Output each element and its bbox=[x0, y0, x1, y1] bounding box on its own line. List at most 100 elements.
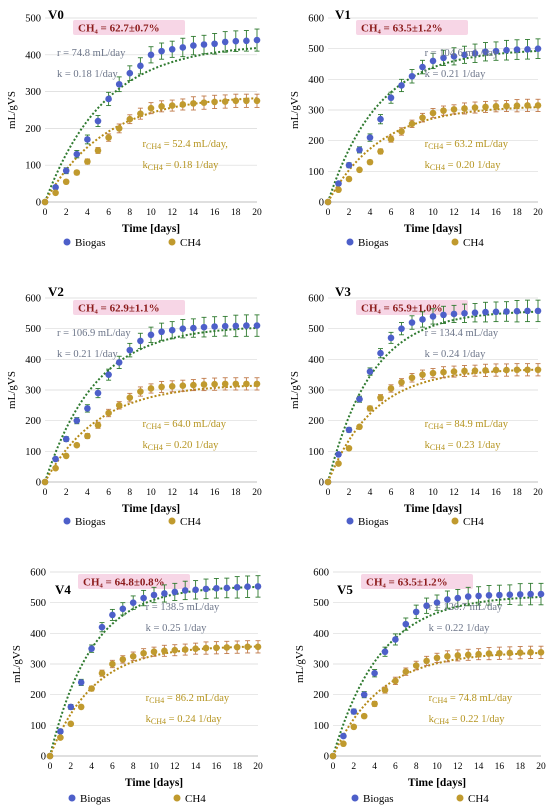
legend-ch4-marker bbox=[451, 238, 459, 246]
ch4-param-label: rCH4 = 52.4 mL/day, bbox=[143, 139, 228, 151]
biogas-point bbox=[387, 94, 395, 102]
ch4-point bbox=[105, 409, 112, 417]
biogas-point bbox=[377, 349, 384, 357]
ch4-point bbox=[243, 380, 250, 388]
x-tick-label: 10 bbox=[428, 208, 438, 218]
biogas-point bbox=[105, 95, 112, 103]
biogas-point bbox=[253, 36, 261, 44]
ch4-point bbox=[233, 643, 241, 651]
legend-ch4-label: CH4 bbox=[463, 516, 484, 528]
chart-title: V5 bbox=[337, 582, 353, 597]
biogas-point bbox=[513, 307, 521, 315]
biogas-point bbox=[115, 359, 123, 366]
y-tick-label: 300 bbox=[25, 87, 41, 98]
ch4-point bbox=[398, 128, 405, 135]
ch4-percent-label: CH₄ = 64.8±0.8% bbox=[83, 577, 165, 589]
biogas-point bbox=[356, 395, 363, 403]
ch4-point bbox=[471, 367, 479, 374]
x-axis-label: Time [days] bbox=[408, 777, 466, 789]
biogas-point bbox=[450, 310, 458, 318]
biogas-point bbox=[192, 586, 199, 594]
y-axis-label: mL/gVS bbox=[6, 371, 18, 409]
ch4-percent-label: CH₄ = 62.7±0.7% bbox=[78, 23, 160, 35]
biogas-param-label: k = 0.21 1/day bbox=[425, 69, 486, 80]
ch4-point bbox=[475, 650, 482, 658]
y-tick-label: 100 bbox=[308, 447, 324, 458]
biogas-point bbox=[168, 45, 176, 53]
legend: Biogas CH4 bbox=[346, 516, 484, 528]
biogas-point bbox=[440, 311, 447, 319]
chart-v0: 0 100 200 300 400 500 0 2 4 6 8 10 12 14 16 18 20 Time [d… bbox=[6, 7, 262, 249]
ch4-point bbox=[232, 380, 240, 388]
legend-biogas-marker bbox=[63, 517, 71, 525]
biogas-point bbox=[534, 307, 542, 315]
ch4-point bbox=[52, 464, 59, 472]
ch4-point bbox=[387, 135, 395, 143]
ch4-point bbox=[340, 740, 347, 748]
x-tick-label: 14 bbox=[470, 208, 480, 218]
biogas-point bbox=[377, 115, 384, 123]
y-axis-label: mL/gVS bbox=[11, 645, 23, 683]
ch4-fit-curve bbox=[49, 645, 259, 757]
biogas-point bbox=[171, 588, 179, 596]
legend-ch4-marker bbox=[168, 517, 176, 525]
legend: Biogas CH4 bbox=[68, 793, 206, 805]
ch4-point bbox=[105, 134, 112, 141]
x-axis-label: Time [days] bbox=[404, 503, 462, 515]
biogas-point bbox=[190, 42, 197, 49]
x-tick-label: 16 bbox=[491, 208, 501, 218]
ch4-point bbox=[506, 649, 514, 657]
biogas-param-label: k = 0.18 1/day bbox=[57, 69, 118, 80]
ch4-label-box bbox=[356, 20, 468, 35]
biogas-point bbox=[524, 45, 531, 53]
x-tick-label: 20 bbox=[533, 488, 543, 498]
x-tick-label: 2 bbox=[64, 488, 69, 498]
x-tick-label: 18 bbox=[512, 488, 522, 498]
legend-ch4-marker bbox=[168, 238, 176, 246]
biogas-point bbox=[150, 591, 158, 599]
ch4-point bbox=[433, 654, 441, 662]
biogas-point bbox=[73, 150, 81, 158]
biogas-point bbox=[440, 54, 447, 62]
ch4-point bbox=[94, 421, 102, 429]
ch4-param-label: rCH4 = 86.2 mL/day bbox=[146, 693, 230, 705]
ch4-point bbox=[232, 97, 240, 105]
x-tick-label: 4 bbox=[85, 208, 90, 218]
ch4-point bbox=[253, 380, 261, 388]
ch4-point bbox=[158, 103, 165, 110]
legend-biogas-marker bbox=[68, 794, 76, 802]
y-tick-label: 500 bbox=[308, 44, 324, 55]
biogas-point bbox=[381, 648, 389, 656]
x-tick-label: 2 bbox=[351, 762, 356, 772]
ch4-label-box bbox=[361, 574, 473, 589]
ch4-point bbox=[377, 394, 384, 401]
y-tick-label: 300 bbox=[308, 386, 324, 397]
x-tick-label: 14 bbox=[189, 208, 199, 218]
ch4-percent-label: CH₄ = 62.9±1.1% bbox=[78, 303, 160, 315]
x-tick-label: 0 bbox=[326, 208, 331, 218]
ch4-point bbox=[41, 478, 49, 486]
ch4-point bbox=[115, 125, 123, 132]
ch4-point bbox=[88, 685, 95, 692]
ch4-point bbox=[492, 103, 500, 110]
ch4-point bbox=[524, 366, 531, 374]
ch4-point bbox=[119, 656, 127, 663]
y-tick-label: 400 bbox=[308, 75, 324, 86]
ch4-point bbox=[335, 460, 342, 467]
ch4-point bbox=[200, 99, 208, 106]
ch4-point bbox=[444, 653, 451, 660]
biogas-point bbox=[402, 620, 410, 628]
chart-v3: 0 100 200 300 400 500 600 0 2 4 6 8 10 12 14 16 18 20 Time… bbox=[289, 284, 543, 528]
legend-biogas-label: Biogas bbox=[75, 516, 106, 528]
ch4-point bbox=[190, 381, 197, 389]
biogas-point bbox=[398, 325, 405, 332]
x-tick-label: 10 bbox=[432, 762, 442, 772]
ch4-point bbox=[461, 367, 468, 375]
legend-biogas-label: Biogas bbox=[358, 516, 389, 528]
ch4-point bbox=[221, 98, 229, 105]
ch4-point bbox=[202, 644, 210, 652]
biogas-point bbox=[57, 728, 64, 735]
y-tick-label: 0 bbox=[36, 198, 41, 209]
ch4-point bbox=[450, 106, 458, 113]
biogas-point bbox=[84, 136, 91, 143]
